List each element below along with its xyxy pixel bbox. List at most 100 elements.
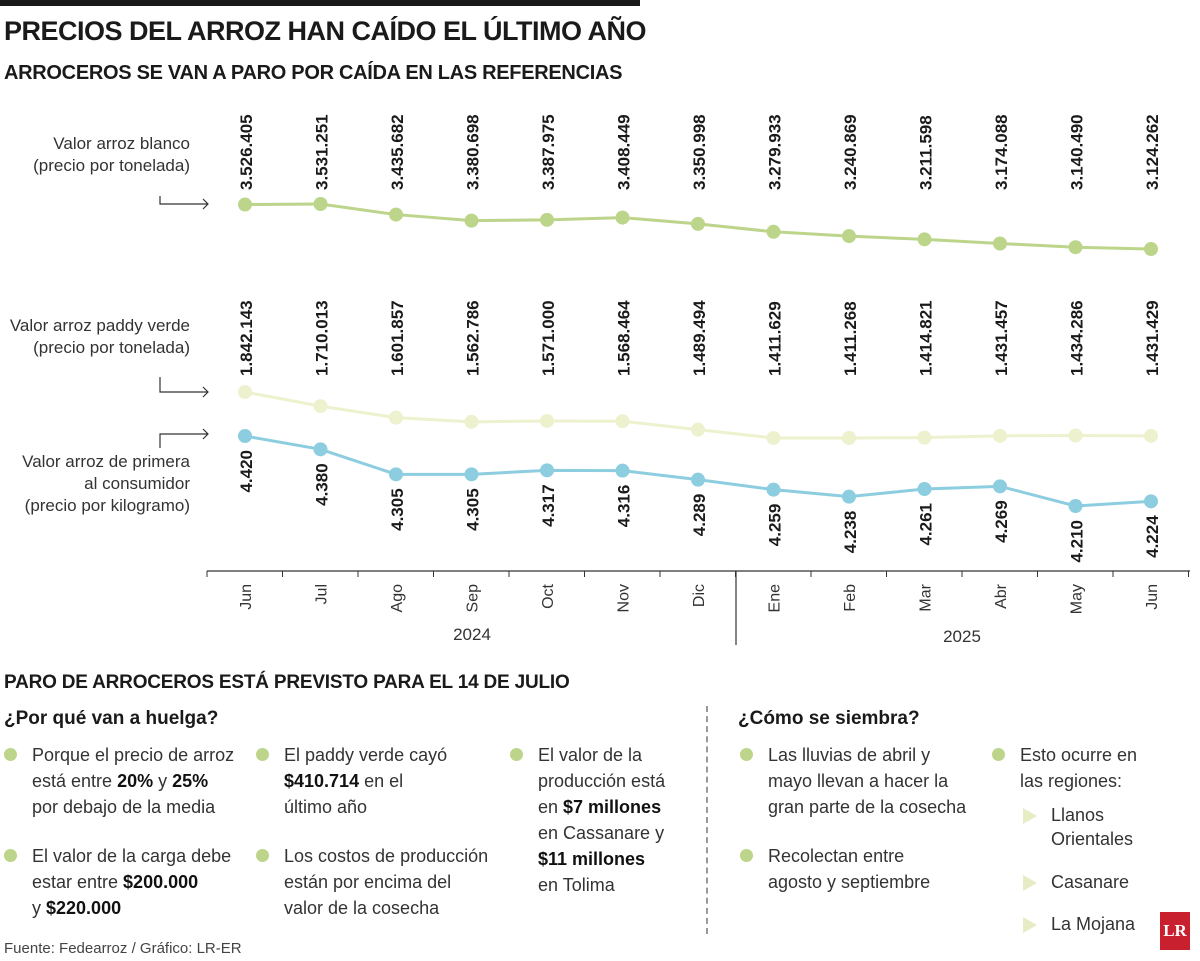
bullet-line: producción está bbox=[538, 771, 666, 791]
data-label: 3.387.975 bbox=[539, 114, 558, 190]
bullet-line: en $7 millones bbox=[538, 797, 662, 817]
bullet-dot bbox=[740, 849, 753, 862]
region-line: Llanos bbox=[1051, 805, 1105, 825]
bullet-line: El valor de la carga debe bbox=[32, 846, 232, 866]
series-3: 4.420 4.380 4.305 4.305 4.317 4.316 4.289 4.259… bbox=[237, 429, 1162, 563]
bullet-line: y $220.000 bbox=[32, 898, 122, 918]
bullet-line: El valor de la bbox=[538, 745, 643, 765]
data-label: 1.601.857 bbox=[388, 300, 407, 376]
data-point bbox=[615, 414, 630, 429]
data-label: 4.238 bbox=[841, 511, 860, 554]
arrow-primera bbox=[159, 428, 209, 448]
data-label: 3.279.933 bbox=[766, 114, 785, 190]
data-point bbox=[615, 210, 630, 225]
data-point bbox=[1144, 494, 1158, 509]
data-point bbox=[1068, 499, 1083, 513]
data-label: 4.210 bbox=[1068, 520, 1087, 563]
data-label: 4.317 bbox=[539, 484, 558, 527]
data-label: 4.224 bbox=[1143, 515, 1162, 558]
data-point bbox=[691, 216, 705, 231]
data-point bbox=[464, 213, 479, 228]
siembra-bullet-1: Las lluvias de abril y mayo llevan a hac… bbox=[740, 742, 966, 820]
x-tick-label: Feb bbox=[842, 584, 859, 612]
data-point bbox=[313, 442, 328, 457]
series-label-paddy-line2: (precio por tonelada) bbox=[33, 338, 190, 357]
data-point bbox=[464, 414, 479, 429]
huelga-bullet-5: El valor de la producción está en $7 mil… bbox=[510, 742, 666, 898]
bullet-line: está entre 20% y 25% bbox=[32, 771, 209, 791]
data-point bbox=[238, 197, 252, 212]
bullet-line: Porque el precio de arroz bbox=[32, 745, 235, 765]
data-label: 1.411.268 bbox=[841, 301, 860, 376]
x-tick-label: Dic bbox=[691, 584, 708, 607]
data-label: 4.305 bbox=[388, 488, 407, 531]
bullet-line: en Cassanare y bbox=[538, 823, 665, 843]
bullet-line: El paddy verde cayó bbox=[284, 745, 448, 765]
huelga-bullet-4: Los costos de producción están por encim… bbox=[256, 843, 488, 921]
region-line: La Mojana bbox=[1051, 914, 1136, 934]
data-label: 4.380 bbox=[313, 463, 332, 506]
bullet-line: Las lluvias de abril y bbox=[768, 745, 931, 765]
data-point bbox=[691, 472, 705, 487]
lr-logo: LR bbox=[1160, 912, 1190, 950]
data-point bbox=[1068, 240, 1083, 255]
x-tick-label: Jun bbox=[1144, 584, 1161, 610]
series-label-paddy: Valor arroz paddy verde (precio por tone… bbox=[0, 315, 190, 359]
data-point bbox=[691, 422, 705, 437]
data-label: 3.211.598 bbox=[917, 115, 936, 190]
series-label-blanco-line1: Valor arroz blanco bbox=[53, 134, 190, 153]
section-title: PARO DE ARROCEROS ESTÁ PREVISTO PARA EL … bbox=[4, 672, 570, 693]
data-point bbox=[917, 232, 932, 247]
data-point bbox=[993, 428, 1007, 443]
price-line-chart: 3.526.405 3.531.251 3.435.682 3.380.698 3.38… bbox=[159, 114, 1190, 646]
data-point bbox=[464, 467, 479, 482]
page-title: PRECIOS DEL ARROZ HAN CAÍDO EL ÚLTIMO AÑ… bbox=[4, 16, 647, 46]
data-point bbox=[993, 479, 1007, 494]
year-label-2025: 2025 bbox=[943, 627, 981, 646]
data-point bbox=[842, 431, 856, 445]
source-footer: Fuente: Fedearroz / Gráfico: LR-ER bbox=[4, 940, 242, 957]
huelga-bullet-2: El valor de la carga debe estar entre $2… bbox=[4, 843, 232, 921]
x-tick-label: May bbox=[1069, 584, 1086, 614]
label-arrows bbox=[159, 196, 209, 448]
bullet-line: valor de la cosecha bbox=[284, 898, 440, 918]
data-point bbox=[1144, 242, 1158, 256]
data-label: 1.842.143 bbox=[237, 300, 256, 376]
bullet-dot bbox=[4, 849, 17, 862]
data-label: 3.531.251 bbox=[313, 114, 332, 190]
bullet-line: $410.714 en el bbox=[284, 771, 404, 791]
x-tick-label: Mar bbox=[918, 583, 935, 611]
data-label: 4.316 bbox=[615, 485, 634, 528]
bullet-dot bbox=[256, 849, 269, 862]
triangle-bullet-icon bbox=[1023, 875, 1037, 891]
region-la-mojana: La Mojana bbox=[1023, 912, 1136, 936]
bullet-dot bbox=[4, 748, 17, 761]
triangle-bullet-icon bbox=[1023, 917, 1037, 933]
data-label: 3.408.449 bbox=[615, 114, 634, 190]
series-1: 3.526.405 3.531.251 3.435.682 3.380.698 3.38… bbox=[237, 114, 1162, 256]
data-point bbox=[766, 482, 781, 497]
data-label: 1.489.494 bbox=[690, 300, 709, 376]
data-label: 1.411.629 bbox=[766, 301, 785, 376]
data-point bbox=[313, 197, 328, 211]
page-subtitle: ARROCEROS SE VAN A PARO POR CAÍDA EN LAS… bbox=[4, 62, 623, 84]
bullet-line: Recolectan entre bbox=[768, 846, 905, 866]
region-line: Orientales bbox=[1051, 829, 1134, 849]
huelga-title: ¿Por qué van a huelga? bbox=[4, 708, 219, 729]
data-label: 1.414.821 bbox=[917, 300, 936, 376]
arrow-blanco bbox=[159, 196, 209, 210]
data-label: 4.261 bbox=[917, 503, 936, 546]
data-label: 3.174.088 bbox=[992, 114, 1011, 190]
x-tick-label: Oct bbox=[540, 583, 557, 608]
series-label-primera-line1: Valor arroz de primera bbox=[22, 452, 190, 471]
huelga-bullet-1: Porque el precio de arroz está entre 20%… bbox=[4, 742, 235, 820]
arrow-paddy bbox=[159, 377, 209, 398]
x-tick-label: Ago bbox=[389, 584, 406, 613]
series-label-blanco: Valor arroz blanco (precio por tonelada) bbox=[10, 133, 190, 177]
data-point bbox=[389, 467, 403, 482]
data-point bbox=[389, 207, 403, 222]
data-point bbox=[540, 413, 554, 428]
data-label: 1.434.286 bbox=[1068, 300, 1087, 376]
data-point bbox=[1144, 428, 1158, 443]
top-rule bbox=[0, 0, 640, 6]
